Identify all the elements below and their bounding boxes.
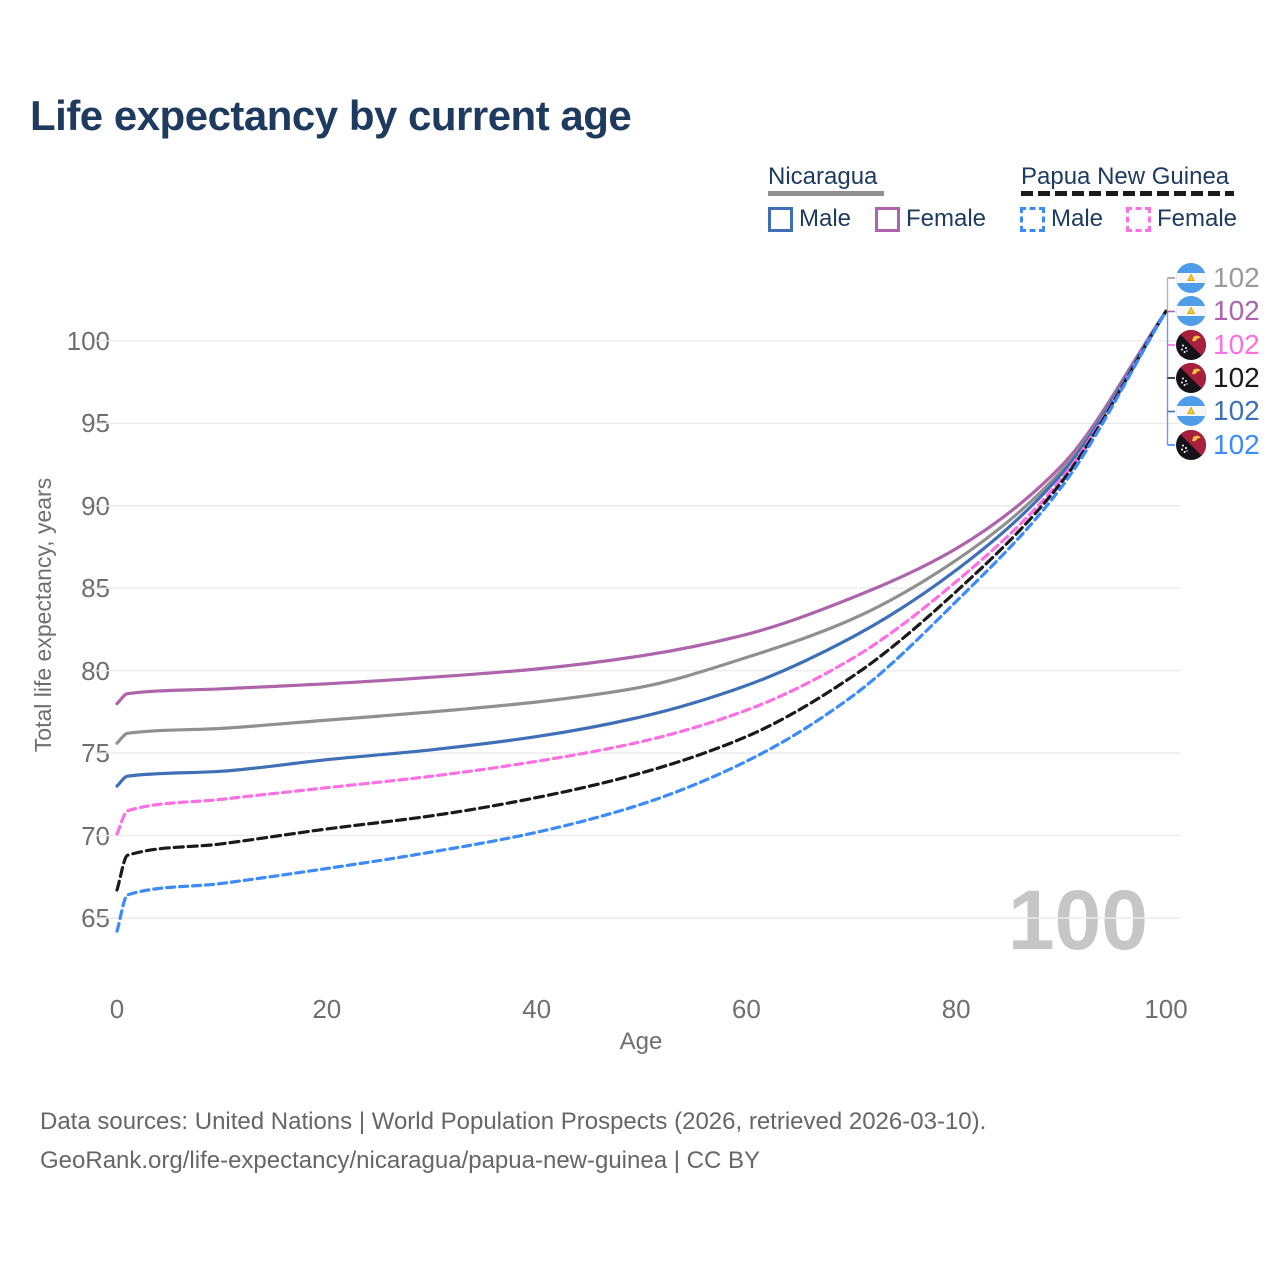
- nicaragua-flag-icon: [1176, 263, 1206, 293]
- page-title: Life expectancy by current age: [30, 92, 632, 139]
- papua-new-guinea-flag-icon: [1176, 363, 1206, 393]
- end-label-row: 102: [1176, 429, 1260, 460]
- legend-label-png-male[interactable]: Male: [1051, 205, 1104, 232]
- legend-line-sample-solid: [768, 191, 884, 196]
- end-label-row: 102: [1176, 295, 1260, 326]
- legend-checkbox-png-male[interactable]: [1020, 207, 1045, 232]
- x-axis-title: Age: [619, 1028, 663, 1055]
- series-line-nicaragua-male[interactable]: [115, 309, 1168, 788]
- legend-checkbox-png-female[interactable]: [1126, 207, 1151, 232]
- x-tick-label: 0: [109, 994, 125, 1024]
- papua-new-guinea-flag-icon: [1176, 430, 1206, 460]
- legend-label-nicaragua-female[interactable]: Female: [906, 205, 987, 232]
- end-label-row: 102: [1176, 329, 1260, 360]
- end-value: 102: [1213, 429, 1260, 460]
- x-tick-label: 60: [731, 994, 761, 1024]
- nicaragua-flag-icon: [1176, 396, 1206, 426]
- end-label-row: 102: [1176, 362, 1260, 393]
- papua-new-guinea-flag-icon: [1176, 330, 1206, 360]
- end-value: 102: [1213, 262, 1260, 293]
- legend-label-nicaragua-male[interactable]: Male: [799, 205, 852, 232]
- end-value: 102: [1213, 362, 1260, 393]
- end-value: 102: [1213, 329, 1260, 360]
- legend-group-papua-new-guinea[interactable]: Papua New Guinea: [1021, 163, 1230, 190]
- end-value: 102: [1213, 295, 1260, 326]
- end-label-row: 102: [1176, 262, 1260, 293]
- series-line-papua-new-guinea-female[interactable]: [115, 309, 1168, 836]
- attribution-note: GeoRank.org/life-expectancy/nicaragua/pa…: [40, 1147, 760, 1174]
- series-line-papua-new-guinea-both-sexes[interactable]: [115, 309, 1168, 892]
- series-line-nicaragua-both-sexes[interactable]: [115, 309, 1168, 745]
- end-label-row: 102: [1176, 395, 1260, 426]
- age-counter-watermark: 100: [1007, 873, 1148, 967]
- x-tick-label: 80: [941, 994, 971, 1024]
- legend-line-sample-dashed: [1021, 191, 1234, 196]
- series-line-nicaragua-female[interactable]: [115, 309, 1168, 706]
- legend-group-nicaragua[interactable]: Nicaragua: [768, 163, 878, 190]
- x-tick-label: 40: [522, 994, 552, 1024]
- series-line-papua-new-guinea-male[interactable]: [115, 309, 1168, 933]
- legend-checkbox-nicaragua-male[interactable]: [768, 207, 793, 232]
- end-value: 102: [1213, 395, 1260, 426]
- legend-label-png-female[interactable]: Female: [1157, 205, 1238, 232]
- x-tick-label: 100: [1144, 994, 1188, 1024]
- data-sources-note: Data sources: United Nations | World Pop…: [40, 1108, 987, 1135]
- x-tick-label: 20: [312, 994, 342, 1024]
- nicaragua-flag-icon: [1176, 296, 1206, 326]
- legend-checkbox-nicaragua-female[interactable]: [875, 207, 900, 232]
